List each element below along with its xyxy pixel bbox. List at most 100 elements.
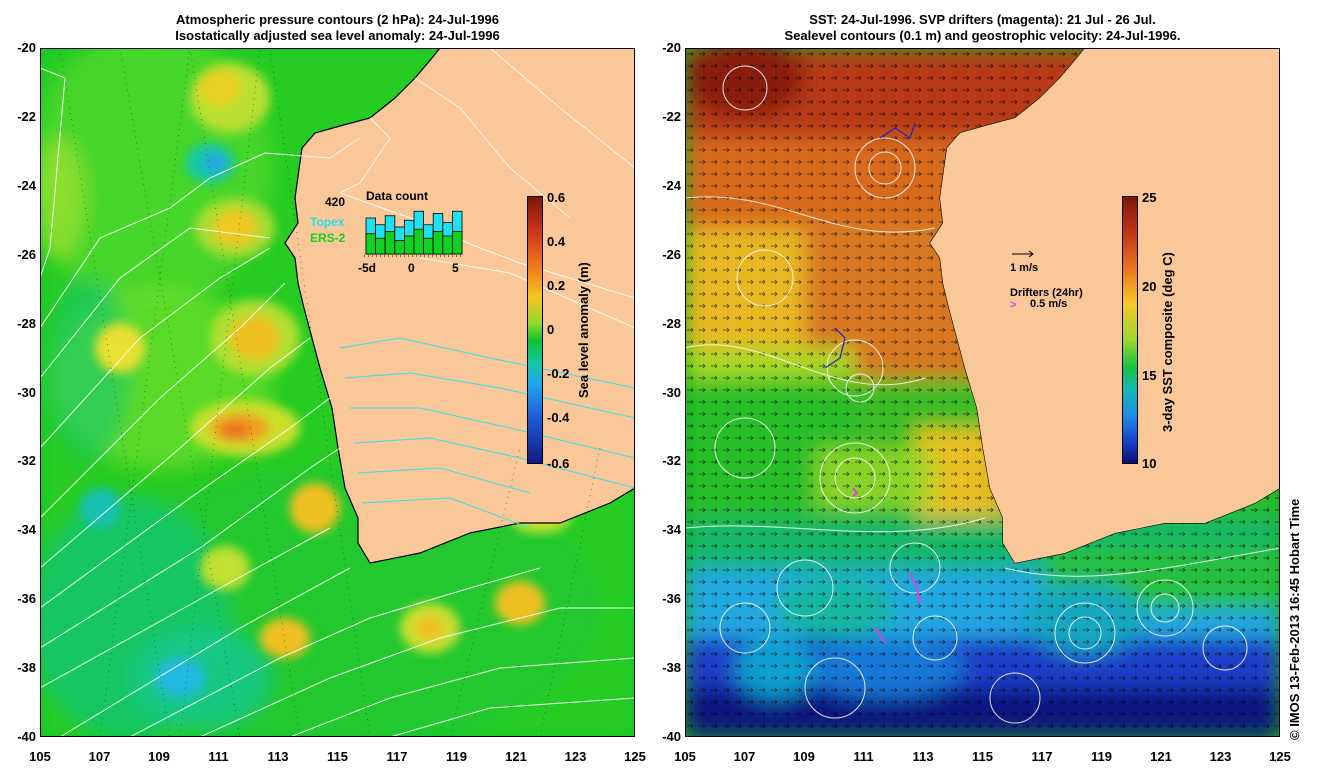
drifter-tracks-north bbox=[824, 122, 916, 369]
x-tick-label: 121 bbox=[505, 749, 527, 764]
inset-bars bbox=[365, 210, 463, 255]
sea-level-colorbar bbox=[527, 196, 543, 464]
y-tick-label: -30 bbox=[17, 384, 36, 400]
left-cbar-label: Sea level anomaly (m) bbox=[576, 262, 591, 398]
x-tick-label: 117 bbox=[1031, 749, 1053, 764]
x-tick-label: 125 bbox=[1269, 749, 1291, 764]
right-panel-title: SST: 24-Jul-1996. SVP drifters (magenta)… bbox=[685, 12, 1280, 44]
svp-drifter-tracks bbox=[852, 487, 921, 644]
sst-colorbar bbox=[1122, 196, 1138, 464]
y-tick-label: -22 bbox=[662, 108, 681, 124]
drifters-label: Drifters (24hr) bbox=[1010, 287, 1083, 299]
y-tick-label: -28 bbox=[17, 315, 36, 331]
x-tick-label: 111 bbox=[853, 749, 874, 764]
y-tick-label: -28 bbox=[662, 315, 681, 331]
y-tick-label: -36 bbox=[662, 591, 681, 607]
inset-bar-ers2 bbox=[413, 228, 425, 255]
x-tick-label: 107 bbox=[733, 749, 756, 764]
right-cbar-tick: 20 bbox=[1142, 279, 1157, 294]
y-tick-label: -20 bbox=[17, 40, 36, 55]
right-cbar-label: 3-day SST composite (deg C) bbox=[1160, 252, 1175, 432]
inset-bar-ers2 bbox=[423, 237, 434, 255]
inset-ers2-label: ERS-2 bbox=[310, 231, 346, 245]
sst-svg: 1 m/s Drifters (24hr) > 0.5 m/s bbox=[685, 48, 1280, 737]
y-tick-label: -26 bbox=[662, 246, 681, 262]
inset-xtick-neg5: -5d bbox=[358, 261, 376, 275]
velocity-key-label: 1 m/s bbox=[1010, 262, 1038, 274]
x-tick-label: 115 bbox=[972, 749, 993, 764]
inset-bar-ers2 bbox=[394, 240, 405, 255]
x-tick-label: 119 bbox=[446, 749, 467, 764]
right-cbar-tick: 25 bbox=[1142, 190, 1157, 205]
drifters-speed: 0.5 m/s bbox=[1030, 298, 1067, 310]
data-count-inset: 420 Data count Topex ERS-2 -5d 0 5 bbox=[310, 189, 464, 275]
velocity-key: 1 m/s Drifters (24hr) > 0.5 m/s bbox=[1010, 250, 1083, 311]
anomaly-highs-lows bbox=[80, 63, 570, 698]
y-tick-label: -40 bbox=[662, 729, 681, 744]
sea-level-anomaly-map: 420 Data count Topex ERS-2 -5d 0 5 bbox=[40, 48, 635, 737]
left-cbar-tick: 0.2 bbox=[547, 278, 566, 293]
x-tick-label: 113 bbox=[912, 749, 934, 764]
right-cbar-tick: 15 bbox=[1142, 368, 1157, 383]
inset-bar-ers2 bbox=[365, 233, 377, 255]
x-tick-label: 109 bbox=[148, 749, 170, 764]
pressure-contours-interior bbox=[339, 192, 635, 329]
australia-landmass bbox=[284, 48, 635, 564]
y-tick-label: -24 bbox=[662, 177, 681, 193]
left-cbar-tick: -0.6 bbox=[547, 456, 570, 471]
y-tick-label: -40 bbox=[17, 729, 36, 744]
pressure-contours-over-land bbox=[339, 337, 635, 529]
inset-count-label: 420 bbox=[325, 195, 345, 209]
y-tick-label: -20 bbox=[662, 40, 681, 55]
x-tick-label: 123 bbox=[564, 749, 587, 764]
sst-map: 1 m/s Drifters (24hr) > 0.5 m/s bbox=[685, 48, 1280, 737]
inset-bar-ers2 bbox=[451, 231, 463, 255]
x-tick-label: 123 bbox=[1209, 749, 1232, 764]
inset-title: Data count bbox=[366, 189, 428, 203]
inset-topex-label: Topex bbox=[310, 215, 345, 229]
x-tick-label: 121 bbox=[1150, 749, 1172, 764]
x-tick-label: 109 bbox=[793, 749, 815, 764]
inset-bar-ers2 bbox=[432, 231, 444, 255]
sea-level-anomaly-svg: 420 Data count Topex ERS-2 -5d 0 5 bbox=[40, 48, 635, 737]
x-tick-label: 105 bbox=[29, 749, 51, 764]
x-tick-label: 105 bbox=[674, 749, 696, 764]
y-tick-label: -22 bbox=[17, 108, 36, 124]
y-tick-label: -32 bbox=[17, 453, 36, 469]
inset-bar-ers2 bbox=[375, 237, 386, 255]
sea-level-contours bbox=[685, 65, 1280, 724]
y-tick-label: -36 bbox=[17, 591, 36, 607]
inset-bar-ers2 bbox=[442, 235, 453, 255]
x-tick-label: 115 bbox=[327, 749, 348, 764]
x-tick-label: 117 bbox=[386, 749, 408, 764]
right-title-line2: Sealevel contours (0.1 m) and geostrophi… bbox=[784, 28, 1181, 43]
y-tick-label: -38 bbox=[17, 660, 36, 676]
left-cbar-tick: 0.6 bbox=[547, 190, 566, 205]
right-cbar-tick: 10 bbox=[1142, 456, 1157, 471]
inset-bar-ers2 bbox=[403, 235, 415, 255]
right-title-line1: SST: 24-Jul-1996. SVP drifters (magenta)… bbox=[809, 12, 1156, 27]
left-cbar-tick: -0.2 bbox=[547, 366, 570, 381]
left-panel-title: Atmospheric pressure contours (2 hPa): 2… bbox=[40, 12, 635, 44]
left-cbar-tick: -0.4 bbox=[547, 410, 570, 425]
y-tick-label: -34 bbox=[17, 522, 36, 538]
left-title-line2: Isostatically adjusted sea level anomaly… bbox=[175, 28, 500, 43]
x-tick-label: 113 bbox=[267, 749, 289, 764]
y-tick-label: -32 bbox=[662, 453, 681, 469]
x-tick-label: 119 bbox=[1091, 749, 1112, 764]
satellite-tracks bbox=[59, 48, 601, 737]
y-tick-label: -38 bbox=[662, 660, 681, 676]
land-mask bbox=[930, 48, 1280, 563]
x-tick-label: 107 bbox=[88, 749, 111, 764]
y-tick-label: -30 bbox=[662, 384, 681, 400]
inset-xtick-0: 0 bbox=[408, 261, 415, 275]
credit-text: © IMOS 13-Feb-2013 16:45 Hobart Time bbox=[1287, 498, 1302, 740]
inset-bar-ers2 bbox=[384, 231, 396, 255]
drifters-arrow-icon: > bbox=[1010, 299, 1016, 311]
y-tick-label: -24 bbox=[17, 177, 36, 193]
left-cbar-tick: 0 bbox=[547, 322, 555, 337]
left-title-line1: Atmospheric pressure contours (2 hPa): 2… bbox=[176, 12, 499, 27]
velocity-key-arrow bbox=[1012, 250, 1034, 258]
y-tick-label: -26 bbox=[17, 246, 36, 262]
x-tick-label: 111 bbox=[208, 749, 229, 764]
